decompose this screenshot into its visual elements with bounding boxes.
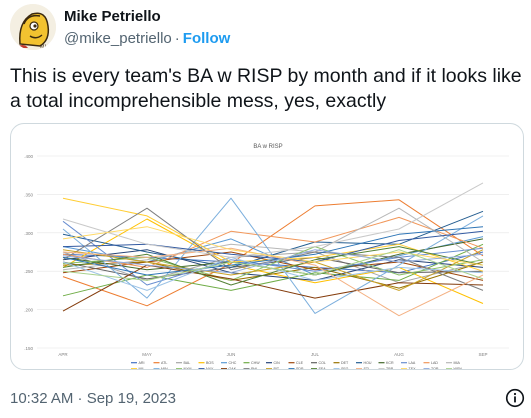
series-lines — [62, 182, 484, 317]
legend-label: SDP — [296, 367, 304, 370]
legend-label: KCR — [386, 361, 394, 365]
x-tick-label: AUG — [394, 352, 404, 357]
handle-row: @mike_petriello · Follow — [64, 30, 230, 47]
x-tick-label: APR — [58, 352, 68, 357]
line-chart: BA w RISP .150 .200 .250 .300 .350 .400 APR MA… — [24, 144, 509, 370]
gridlines — [37, 155, 509, 349]
y-tick-label: .300 — [24, 231, 33, 236]
y-tick-label: .400 — [24, 154, 33, 159]
legend-label: PIT — [274, 367, 280, 370]
author-name[interactable]: Mike Petriello — [64, 8, 161, 25]
legend-label: MIA — [454, 361, 461, 365]
series-line-stl — [62, 247, 484, 317]
tweet-text: This is every team's BA w RISP by month … — [10, 65, 522, 112]
follow-button[interactable]: Follow — [182, 30, 231, 47]
y-tick-label: .150 — [24, 346, 33, 351]
series-line-mia — [62, 207, 484, 271]
legend-label: OAK — [229, 367, 237, 370]
legend-label: HOU — [364, 361, 372, 365]
legend-label: CIN — [274, 361, 281, 365]
legend-label: ARI — [139, 361, 145, 365]
legend-label: WSN — [454, 367, 463, 370]
series-line-laa — [62, 220, 484, 286]
legend-label: SEA — [319, 367, 327, 370]
author-avatar[interactable]: MLB — [10, 4, 56, 50]
chart-title: BA w RISP — [253, 144, 282, 150]
legend-label: PHI — [251, 367, 257, 370]
legend-label: TBR — [386, 367, 394, 370]
tweet-timestamp[interactable]: 10:32 AM · Sep 19, 2023 — [10, 390, 176, 407]
x-axis-ticks: APR MAY JUN JUL AUG SEP — [58, 352, 487, 357]
y-tick-label: .200 — [24, 308, 33, 313]
legend-label: LAA — [409, 361, 416, 365]
legend-label: CHW — [251, 361, 260, 365]
y-tick-label: .350 — [24, 192, 33, 197]
legend-label: ATL — [161, 361, 167, 365]
x-tick-label: JUN — [227, 352, 236, 357]
separator-dot: · — [174, 30, 180, 47]
svg-text:MLB: MLB — [40, 45, 52, 50]
legend-label: LAD — [431, 361, 438, 365]
chart-legend: ARI ATL BAL BOS CHC CHW CIN CLE COL DET HOU KCR LAA L… — [131, 361, 463, 370]
tweet-media-chart[interactable]: BA w RISP .150 .200 .250 .300 .350 .400 APR MA… — [10, 123, 524, 370]
legend-label: BAL — [184, 361, 191, 365]
series-line-tor — [62, 249, 484, 274]
series-line-sdp — [62, 226, 484, 276]
legend-label: DET — [341, 361, 349, 365]
series-line-wsn — [62, 249, 484, 281]
legend-label: NYY — [206, 367, 214, 370]
legend-label: CLE — [296, 361, 304, 365]
legend-label: STL — [364, 367, 371, 370]
legend-label: COL — [319, 361, 326, 365]
legend-label: MIL — [139, 367, 145, 370]
legend-label: NYM — [184, 367, 192, 370]
y-axis-ticks: .150 .200 .250 .300 .350 .400 — [24, 154, 33, 351]
x-tick-label: SEP — [478, 352, 487, 357]
y-tick-label: .250 — [24, 269, 33, 274]
series-line-tbr — [62, 182, 484, 258]
legend-label: TOR — [431, 367, 439, 370]
series-line-atl — [62, 199, 484, 307]
series-line-nyy — [62, 230, 484, 263]
x-tick-label: MAY — [142, 352, 151, 357]
author-handle[interactable]: @mike_petriello — [64, 30, 172, 47]
legend-label: SFG — [341, 367, 349, 370]
series-line-lad — [62, 216, 484, 268]
info-circle-icon[interactable] — [505, 388, 525, 408]
legend-label: TEX — [409, 367, 417, 370]
series-line-nym — [62, 246, 484, 281]
x-tick-label: JUL — [311, 352, 319, 357]
legend-label: MIN — [161, 367, 168, 370]
legend-label: BOS — [206, 361, 214, 365]
cartoon-avatar-icon: MLB — [10, 4, 56, 50]
legend-label: CHC — [229, 361, 237, 365]
